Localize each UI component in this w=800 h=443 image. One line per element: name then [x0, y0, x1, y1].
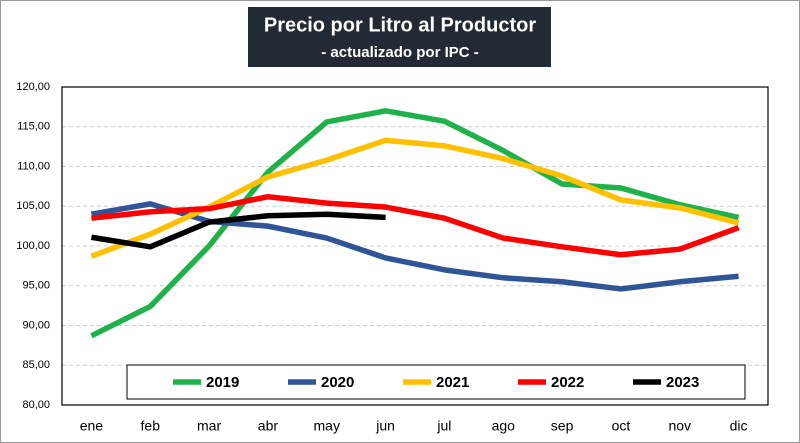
y-tick-label: 95,00 — [22, 280, 50, 292]
y-tick-label: 100,00 — [16, 240, 50, 252]
legend-label: 2023 — [666, 374, 699, 391]
x-tick-label: nov — [668, 418, 691, 434]
x-tick-label: ene — [80, 418, 104, 434]
y-tick-label: 115,00 — [17, 121, 50, 133]
legend-label: 2019 — [206, 374, 239, 391]
series-line — [90, 211, 386, 250]
x-tick-label: sep — [551, 418, 574, 434]
x-tick-label: dic — [730, 418, 748, 434]
x-tick-label: jul — [436, 418, 451, 434]
y-tick-label: 110,00 — [17, 160, 50, 172]
x-tick-label: oct — [612, 418, 631, 434]
x-tick-label: ago — [492, 418, 516, 434]
legend-box — [126, 364, 746, 400]
y-tick-label: 80,00 — [22, 399, 50, 411]
legend-label: 2020 — [321, 374, 354, 391]
chart-title: Precio por Litro al Productor — [264, 14, 536, 36]
series-line — [91, 193, 740, 258]
x-tick-label: jun — [375, 418, 395, 434]
x-tick-label: may — [314, 418, 340, 434]
plot-border — [61, 86, 769, 406]
y-tick-label: 120,00 — [16, 81, 50, 93]
y-tick-label: 90,00 — [22, 319, 50, 331]
title-box — [248, 7, 551, 67]
legend-label: 2021 — [436, 374, 469, 391]
legend-label: 2022 — [551, 374, 584, 391]
x-tick-label: feb — [141, 418, 161, 434]
series-line — [90, 108, 740, 339]
x-tick-label: mar — [197, 418, 221, 434]
x-tick-label: abr — [258, 418, 279, 434]
chart-subtitle: - actualizado por IPC - — [321, 44, 479, 61]
y-tick-label: 85,00 — [22, 359, 50, 371]
y-tick-label: 105,00 — [16, 200, 50, 212]
series-line — [90, 201, 739, 292]
